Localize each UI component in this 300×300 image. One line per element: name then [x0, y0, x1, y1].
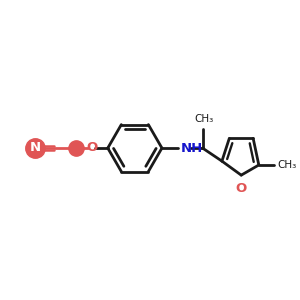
Text: O: O	[87, 141, 98, 154]
Text: O: O	[236, 182, 247, 195]
Text: NH: NH	[180, 142, 202, 154]
Text: CH₃: CH₃	[277, 160, 296, 170]
Text: CH₃: CH₃	[194, 114, 213, 124]
Text: N: N	[30, 141, 41, 154]
